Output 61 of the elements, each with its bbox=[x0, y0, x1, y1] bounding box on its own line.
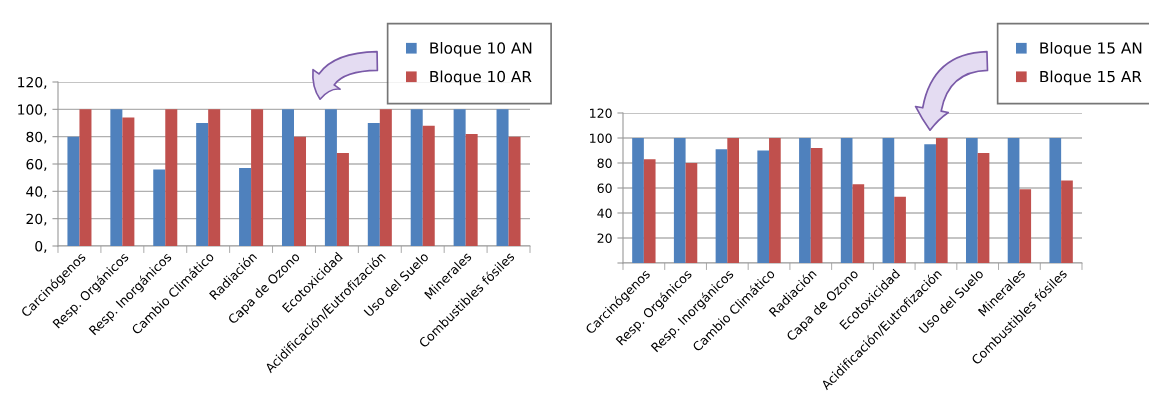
bar bbox=[496, 109, 509, 246]
bar bbox=[465, 133, 478, 246]
bar bbox=[935, 138, 948, 263]
bar bbox=[727, 138, 739, 263]
bar bbox=[208, 109, 221, 246]
bar bbox=[453, 109, 466, 246]
bar bbox=[110, 109, 123, 246]
bar bbox=[882, 138, 895, 263]
bar bbox=[422, 125, 435, 246]
bar bbox=[977, 153, 990, 263]
bar bbox=[757, 150, 770, 263]
y-tick-label: 40 bbox=[597, 208, 612, 218]
bar bbox=[122, 117, 135, 246]
bar bbox=[196, 123, 209, 246]
bar bbox=[1019, 189, 1032, 263]
y-tick-label: 100 bbox=[590, 133, 612, 143]
bar bbox=[379, 109, 392, 246]
y-tick-label: 20 bbox=[597, 233, 612, 243]
bar bbox=[810, 148, 823, 263]
bar bbox=[1061, 180, 1073, 263]
y-tick-label: 40, bbox=[26, 186, 47, 199]
legend-label: Bloque 10 AN bbox=[430, 41, 532, 57]
y-tick-label: 80 bbox=[597, 158, 612, 168]
y-tick-label: 20, bbox=[26, 213, 47, 226]
y-tick-label: 0, bbox=[35, 240, 47, 253]
bar bbox=[769, 138, 781, 263]
y-tick-label: 100, bbox=[18, 104, 47, 117]
legend-label: Bloque 15 AR bbox=[1040, 70, 1142, 86]
bar bbox=[1007, 138, 1020, 263]
bar bbox=[894, 196, 906, 263]
y-tick-label: 120, bbox=[18, 76, 47, 89]
y-tick-label: 60, bbox=[26, 158, 47, 171]
bar bbox=[852, 184, 865, 263]
bar bbox=[239, 168, 252, 246]
bar bbox=[336, 153, 349, 246]
bar bbox=[79, 109, 92, 246]
bar bbox=[508, 136, 521, 246]
bar bbox=[632, 138, 644, 263]
bar bbox=[840, 138, 853, 263]
bar bbox=[673, 138, 686, 263]
bar bbox=[799, 138, 811, 263]
bar bbox=[643, 159, 656, 263]
bar bbox=[165, 109, 178, 246]
bar bbox=[251, 109, 264, 246]
y-tick-label: 120 bbox=[590, 108, 612, 118]
y-tick-label: 60 bbox=[597, 183, 612, 193]
bar bbox=[324, 109, 337, 246]
bar bbox=[966, 138, 978, 263]
bar bbox=[367, 123, 380, 246]
bar bbox=[685, 163, 698, 263]
bar bbox=[410, 109, 423, 246]
bar bbox=[1049, 138, 1062, 263]
bar bbox=[715, 149, 728, 263]
legend-label: Bloque 15 AN bbox=[1040, 41, 1142, 57]
bar bbox=[153, 169, 166, 246]
legend-label: Bloque 10 AR bbox=[430, 70, 532, 86]
y-tick-label: 80, bbox=[26, 131, 47, 144]
bar bbox=[67, 136, 80, 246]
bar bbox=[294, 136, 307, 246]
bar bbox=[281, 109, 294, 246]
bar bbox=[924, 144, 936, 263]
